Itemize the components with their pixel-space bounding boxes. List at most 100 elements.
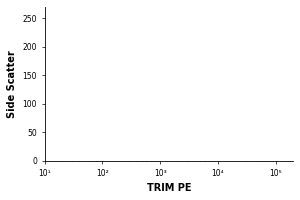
Point	[128, 155, 132, 159]
Point	[153, 51, 158, 54]
Point	[141, 44, 146, 47]
Point	[212, 149, 216, 152]
Point	[204, 156, 209, 159]
Point	[133, 130, 138, 133]
Point	[83, 66, 88, 70]
Point	[147, 156, 152, 160]
Point	[140, 24, 145, 27]
Point	[236, 154, 241, 157]
Point	[129, 91, 134, 94]
Point	[118, 8, 123, 11]
Point	[200, 157, 205, 160]
Point	[129, 120, 134, 124]
Point	[105, 41, 110, 44]
Point	[160, 55, 165, 58]
Point	[136, 82, 141, 85]
Point	[125, 81, 130, 84]
Point	[115, 71, 120, 74]
Point	[151, 59, 156, 62]
Point	[128, 97, 133, 100]
Point	[151, 80, 155, 83]
Point	[127, 42, 131, 45]
Point	[214, 149, 219, 152]
Point	[46, 54, 51, 58]
Point	[129, 24, 134, 28]
Point	[130, 144, 135, 147]
Point	[127, 65, 132, 68]
Point	[131, 63, 136, 66]
Point	[118, 45, 123, 48]
Point	[137, 83, 142, 86]
Point	[148, 95, 153, 98]
Point	[135, 110, 140, 114]
Point	[119, 18, 124, 21]
Point	[133, 74, 137, 77]
Point	[208, 156, 213, 159]
Point	[104, 96, 109, 100]
Point	[136, 102, 140, 105]
Point	[125, 36, 130, 39]
Point	[142, 30, 147, 33]
Point	[257, 157, 262, 160]
Point	[129, 97, 134, 100]
Point	[119, 95, 124, 98]
Point	[156, 10, 161, 14]
Point	[118, 74, 123, 77]
Point	[80, 89, 85, 92]
Point	[138, 132, 142, 135]
Point	[219, 147, 224, 150]
Point	[124, 40, 129, 43]
Point	[129, 68, 134, 72]
Point	[82, 36, 87, 39]
Point	[124, 122, 129, 125]
Point	[127, 77, 132, 80]
Point	[120, 77, 124, 80]
Point	[223, 142, 227, 145]
Point	[196, 147, 200, 151]
Point	[180, 156, 185, 159]
Point	[142, 132, 147, 135]
Point	[141, 52, 146, 55]
Point	[154, 115, 158, 118]
Point	[120, 90, 125, 93]
Point	[148, 98, 153, 101]
Point	[137, 98, 142, 101]
Point	[140, 76, 145, 80]
Point	[127, 89, 132, 92]
Point	[226, 156, 230, 159]
Point	[208, 155, 213, 158]
Point	[111, 105, 116, 109]
Point	[217, 150, 221, 153]
Point	[225, 154, 230, 157]
Point	[246, 11, 251, 14]
Point	[121, 94, 125, 98]
Point	[122, 40, 127, 44]
Point	[209, 155, 214, 158]
Point	[134, 60, 138, 63]
Point	[119, 41, 124, 44]
Point	[136, 18, 141, 21]
Point	[167, 24, 172, 27]
Point	[130, 134, 135, 137]
Point	[130, 89, 135, 92]
Point	[121, 96, 125, 99]
Point	[115, 61, 119, 65]
Point	[136, 8, 140, 11]
Point	[112, 132, 117, 135]
Point	[114, 101, 119, 104]
Point	[134, 93, 139, 96]
Point	[127, 96, 131, 99]
Point	[128, 32, 133, 36]
Point	[130, 18, 135, 22]
Point	[248, 159, 252, 162]
Point	[131, 59, 136, 62]
Point	[133, 45, 138, 48]
Point	[191, 153, 196, 157]
Point	[119, 72, 124, 75]
Point	[140, 96, 145, 99]
Point	[141, 101, 146, 104]
Point	[103, 47, 108, 50]
Point	[140, 17, 145, 20]
Point	[91, 77, 95, 81]
Point	[118, 145, 122, 148]
